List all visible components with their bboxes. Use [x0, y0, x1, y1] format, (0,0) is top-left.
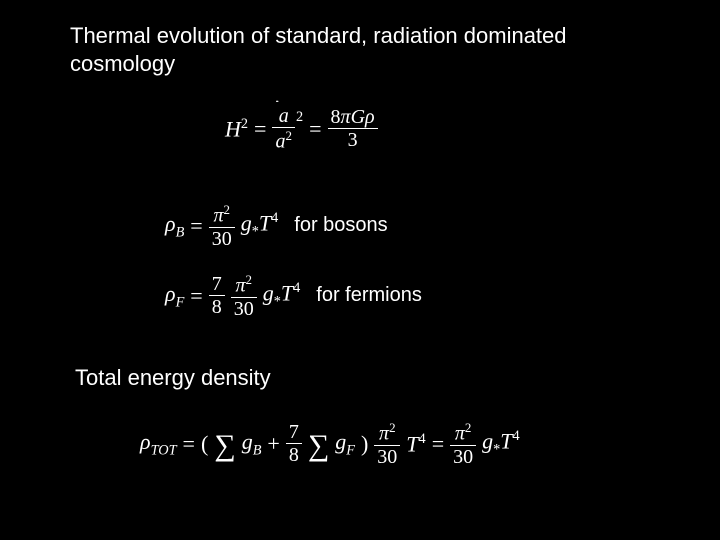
subheading-total-energy: Total energy density — [75, 365, 271, 391]
equation-total-density: ρTOT = ( ∑ gB + 7 8 ∑ gF ) π2 30 T4 = π2 — [140, 420, 520, 468]
equation-friedmann: H2 = a· · a2 2 = 8πGρ 3 — [225, 105, 378, 153]
equation-fermion-density: ρF = 7 8 π2 30 g*T4 for fermions — [165, 272, 422, 320]
slide-title: Thermal evolution of standard, radiation… — [70, 22, 630, 77]
slide: Thermal evolution of standard, radiation… — [0, 0, 720, 540]
fermion-label: for fermions — [316, 284, 422, 307]
equation-boson-density: ρB = π2 30 g*T4 for bosons — [165, 202, 388, 250]
boson-label: for bosons — [294, 214, 387, 237]
